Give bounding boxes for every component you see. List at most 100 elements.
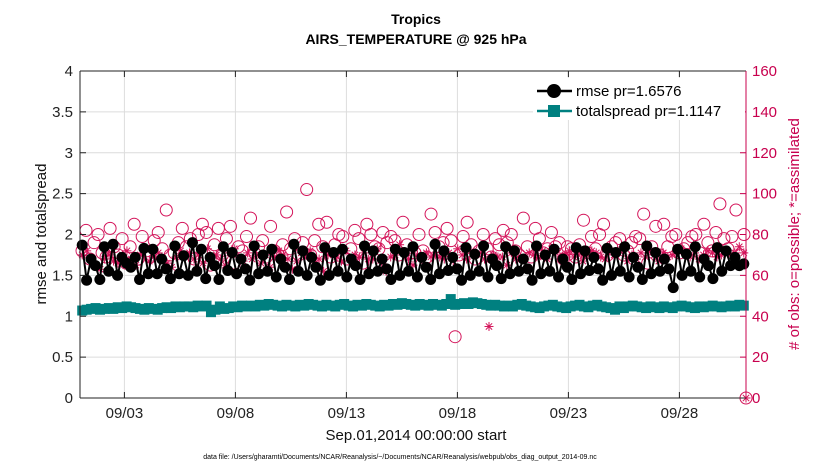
rmse-point	[178, 250, 190, 262]
rmse-point	[628, 251, 640, 263]
rmse-point	[226, 246, 238, 258]
obs-assimilated-stroke	[83, 247, 91, 255]
legend-spread-label: totalspread pr=1.1147	[576, 103, 721, 120]
rmse-point	[94, 273, 106, 285]
rmse-point	[107, 238, 119, 250]
obs-possible-point	[412, 228, 426, 241]
y-right-tick-label: 160	[752, 63, 777, 80]
legend-spread-marker	[548, 105, 560, 117]
rmse-point	[411, 271, 423, 283]
rmse-point	[195, 243, 207, 255]
rmse-point	[676, 269, 688, 281]
obs-assimilated-point	[636, 248, 646, 258]
rmse-point	[729, 251, 741, 263]
obs-possible-point	[689, 228, 703, 241]
obs-possible-point	[396, 215, 410, 229]
rmse-point	[658, 253, 670, 265]
footnote-data-file: data file: /Users/gharamti/Documents/NCA…	[203, 454, 597, 461]
y-tick-label: 1	[65, 308, 73, 325]
obs-possible-point	[428, 225, 442, 239]
rmse-point	[491, 260, 503, 272]
axes-layer: 00.511.522.533.5402040608010012014016009…	[52, 63, 777, 422]
y-right-tick-label: 80	[752, 227, 769, 244]
rmse-point	[235, 253, 247, 265]
obs-possible-point	[440, 221, 454, 235]
rmse-point	[372, 265, 384, 277]
legend-rmse-label: rmse pr=1.6576	[576, 83, 681, 100]
rmse-point	[376, 253, 388, 265]
rmse-point	[200, 273, 212, 285]
rmse-point	[544, 265, 556, 277]
obs-assimilated-point	[453, 244, 463, 254]
obs-possible-point	[729, 203, 743, 217]
obs-possible-point	[91, 228, 105, 241]
obs-assimilated-stroke	[704, 247, 712, 255]
rmse-point	[385, 273, 397, 285]
rmse-point	[231, 268, 243, 280]
y-tick-label: 1.5	[52, 267, 73, 284]
x-tick-label: 09/13	[328, 405, 366, 422]
y-tick-label: 4	[65, 63, 73, 80]
obs-possible-point	[312, 217, 326, 231]
rmse-point	[597, 274, 609, 286]
rmse-point	[645, 268, 657, 280]
obs-assimilated-point	[734, 242, 744, 252]
obs-assimilated-stroke	[306, 247, 314, 255]
rmse-point	[398, 246, 410, 258]
rmse-point	[367, 245, 379, 257]
y-right-tick-label: 0	[752, 390, 760, 407]
rmse-point	[358, 240, 370, 252]
y-tick-label: 0	[65, 390, 73, 407]
rmse-point	[433, 268, 445, 280]
obs-possible-point	[597, 217, 611, 231]
rmse-point	[204, 251, 216, 263]
rmse-point	[636, 273, 648, 285]
rmse-point	[279, 261, 291, 273]
obs-possible-point	[649, 219, 663, 233]
obs-possible-point	[613, 232, 627, 246]
rmse-point	[478, 240, 490, 252]
rmse-point	[561, 261, 573, 273]
rmse-point	[182, 269, 194, 281]
data-layer	[75, 183, 753, 405]
obs-possible-point	[244, 211, 258, 225]
y-right-tick-label: 100	[752, 186, 777, 203]
rmse-point	[354, 273, 366, 285]
rmse-point	[341, 271, 353, 283]
rmse-point	[456, 274, 468, 286]
obs-possible-point	[637, 207, 651, 221]
y-axis-label-left: rmse and totalspread	[33, 164, 50, 305]
rmse-point	[164, 273, 176, 285]
rmse-point	[156, 253, 168, 265]
rmse-point	[495, 273, 507, 285]
rmse-point	[588, 251, 600, 263]
obs-possible-point	[348, 223, 362, 237]
obs-possible-point	[115, 232, 129, 246]
obs-assimilated-stroke	[485, 322, 493, 330]
rmse-point	[407, 241, 419, 253]
obs-possible-point	[496, 223, 510, 237]
rmse-point	[239, 263, 251, 275]
obs-possible-point	[159, 203, 173, 217]
y-tick-label: 2.5	[52, 186, 73, 203]
obs-possible-point	[697, 217, 711, 231]
rmse-point	[460, 242, 472, 254]
rmse-point	[579, 245, 591, 257]
obs-possible-point	[103, 221, 117, 235]
rmse-point	[530, 240, 542, 252]
obs-possible-point	[151, 225, 165, 239]
rmse-point	[632, 261, 644, 273]
y-tick-label: 0.5	[52, 349, 73, 366]
rmse-point	[689, 241, 701, 253]
rmse-point	[725, 260, 737, 272]
rmse-point	[129, 251, 141, 263]
rmse-point	[191, 265, 203, 277]
rmse-point	[261, 265, 273, 277]
rmse-point	[672, 243, 684, 255]
rmse-point	[284, 273, 296, 285]
rmse-point	[429, 238, 441, 250]
rmse-point	[583, 264, 595, 276]
rmse-point	[526, 274, 538, 286]
rmse-point	[605, 269, 617, 281]
